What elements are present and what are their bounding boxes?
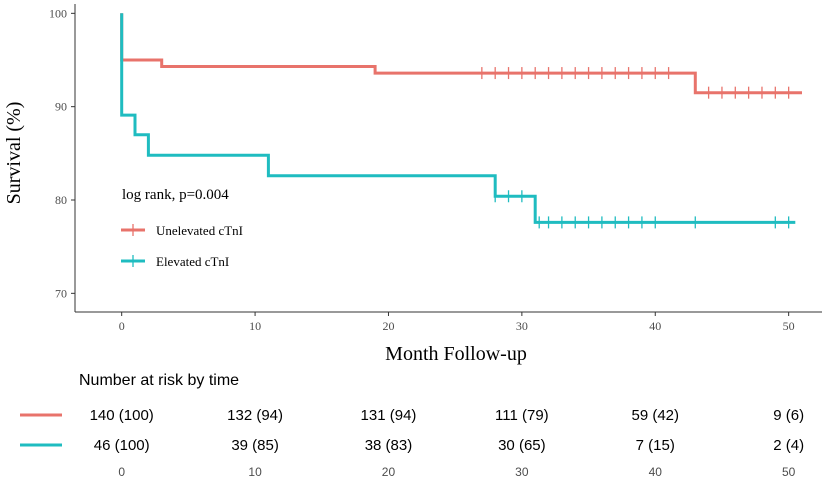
x-axis-title: Month Follow-up: [385, 343, 527, 365]
km-line-unelevated: [120, 13, 802, 95]
y-tick-label: 100: [49, 6, 67, 20]
risk-table-title: Number at risk by time: [79, 372, 239, 389]
legend-label-elevated: Elevated cTnI: [156, 254, 229, 269]
risk-cell: 140 (100): [90, 407, 154, 424]
risk-time-label: 0: [118, 465, 125, 479]
y-tick-label: 80: [55, 193, 67, 207]
risk-table-body: 140 (100) 132 (94) 131 (94) 111 (79) 59 (42)…: [20, 407, 804, 479]
x-tick-label: 20: [382, 319, 394, 333]
risk-cell: 2 (4): [773, 437, 804, 454]
y-tick-label: 70: [55, 286, 67, 300]
risk-cell: 131 (94): [361, 407, 417, 424]
x-tick-label: 40: [649, 319, 661, 333]
x-tick-label: 30: [516, 319, 528, 333]
x-tick-label: 50: [783, 319, 795, 333]
risk-cell: 38 (83): [365, 437, 413, 454]
km-line-elevated: [120, 13, 796, 224]
axes: 70 80 90 100 0 10 20 30 40 50: [49, 4, 822, 333]
risk-time-label: 10: [248, 465, 262, 479]
risk-cell: 59 (42): [631, 407, 679, 424]
legend: log rank, p=0.004 Unelevated cTnI Elevat…: [121, 187, 243, 269]
risk-cell: 111 (79): [495, 407, 549, 424]
risk-cell: 9 (6): [773, 407, 804, 424]
y-axis-title: Survival (%): [3, 102, 25, 205]
legend-label-unelevated: Unelevated cTnI: [156, 223, 243, 238]
risk-time-label: 40: [649, 465, 663, 479]
plot-area: [120, 13, 802, 229]
risk-time-label: 50: [782, 465, 796, 479]
x-tick-label: 0: [119, 319, 125, 333]
risk-table: Number at risk by time 140 (100) 132 (94)…: [20, 372, 804, 479]
risk-cell: 30 (65): [498, 437, 546, 454]
legend-title: log rank, p=0.004: [122, 187, 229, 203]
risk-cell: 132 (94): [227, 407, 283, 424]
risk-cell: 46 (100): [94, 437, 150, 454]
risk-cell: 39 (85): [231, 437, 279, 454]
risk-cell: 7 (15): [636, 437, 675, 454]
risk-time-label: 30: [515, 465, 529, 479]
y-tick-label: 90: [55, 100, 67, 114]
risk-time-label: 20: [382, 465, 396, 479]
x-tick-label: 10: [249, 319, 261, 333]
legend-keys: [121, 224, 145, 267]
